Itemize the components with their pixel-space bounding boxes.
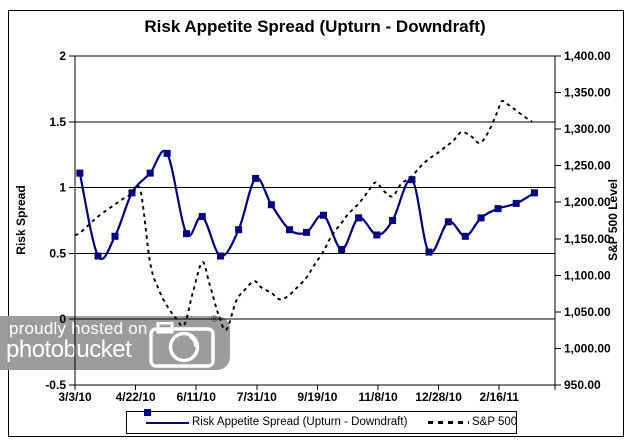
risk-spread-marker: [530, 189, 538, 197]
right-axis-tick-label: 1,350.00: [564, 86, 611, 100]
legend: Risk Appetite Spread (Upturn - Downdraft…: [126, 409, 518, 434]
right-axis-tick-label: 1,050.00: [564, 305, 611, 319]
legend-sample-risk-marker: [144, 409, 151, 416]
left-axis-tick-label: 2: [59, 49, 66, 63]
risk-spread-marker: [461, 232, 469, 240]
risk-spread-marker: [355, 214, 363, 222]
risk-spread-marker: [303, 228, 311, 236]
legend-label-risk-spread: Risk Appetite Spread (Upturn - Downdraft…: [192, 416, 408, 428]
right-axis-tick-label: 950.00: [564, 378, 601, 392]
watermark-line2: photobucket: [6, 336, 132, 363]
risk-spread-marker: [408, 176, 416, 184]
right-axis-tick-label: 1,200.00: [564, 195, 611, 209]
risk-spread-marker: [146, 169, 154, 177]
x-axis-tick-label: 4/22/10: [116, 390, 156, 404]
left-axis-tick-label: -0.5: [45, 378, 66, 392]
right-axis-tick-label: 1,250.00: [564, 159, 611, 173]
risk-spread-marker: [198, 213, 206, 221]
risk-spread-marker: [338, 245, 346, 253]
risk-spread-marker: [494, 205, 502, 213]
left-axis-tick-label: 0: [59, 312, 66, 326]
watermark-banner: proudly hosted on photobucket ®: [0, 314, 230, 370]
risk-spread-marker: [373, 231, 381, 239]
left-axis-title: Risk Spread: [14, 185, 28, 255]
risk-spread-marker: [235, 226, 243, 234]
right-axis-tick-label: 1,000.00: [564, 341, 611, 355]
legend-sample-sp500-line: [428, 421, 469, 424]
risk-spread-marker: [512, 199, 520, 207]
risk-spread-marker: [389, 217, 397, 224]
x-axis-tick-label: 9/19/10: [297, 390, 337, 404]
right-axis-tick-label: 1,300.00: [564, 122, 611, 136]
sp500-line: [74, 99, 533, 331]
risk-spread-marker: [128, 189, 136, 197]
left-axis-tick-label: 1.5: [49, 115, 66, 129]
chart-title: Risk Appetite Spread (Upturn - Downdraft…: [144, 17, 486, 36]
x-axis-tick-label: 2/16/11: [480, 390, 520, 404]
risk-spread-marker: [94, 252, 102, 260]
left-axis-tick-label: 1: [59, 181, 66, 195]
risk-spread-marker: [425, 248, 433, 256]
risk-spread-marker: [477, 214, 485, 222]
risk-spread-marker: [286, 226, 294, 234]
legend-sample-risk-line: [146, 422, 189, 424]
plot-area-border: [74, 55, 556, 386]
x-axis-tick-label: 11/8/10: [358, 390, 398, 404]
camera-icon: [149, 322, 215, 368]
risk-spread-marker: [111, 232, 119, 240]
risk-spread-marker: [76, 169, 84, 177]
right-axis-title: S&P 500 Level: [606, 179, 620, 261]
x-axis-tick-label: 12/28/10: [415, 390, 462, 404]
risk-spread-marker: [252, 174, 260, 182]
risk-spread-marker: [183, 230, 191, 238]
right-axis-tick-label: 1,400.00: [564, 49, 611, 63]
left-axis-tick-label: 0.5: [49, 246, 66, 260]
right-axis-tick-label: 1,150.00: [564, 232, 611, 246]
risk-spread-marker: [267, 201, 275, 209]
watermark-line1: proudly hosted on: [9, 319, 148, 338]
risk-spread-marker: [319, 211, 327, 219]
legend-label-sp500: S&P 500: [472, 416, 518, 428]
risk-spread-marker: [444, 218, 452, 226]
x-axis-tick-label: 6/11/10: [177, 390, 217, 404]
x-axis-tick-label: 3/3/10: [58, 390, 92, 404]
right-axis-tick-label: 1,100.00: [564, 268, 611, 282]
x-axis-tick-label: 7/31/10: [237, 390, 277, 404]
risk-spread-marker: [163, 149, 171, 157]
risk-spread-marker: [216, 252, 224, 260]
